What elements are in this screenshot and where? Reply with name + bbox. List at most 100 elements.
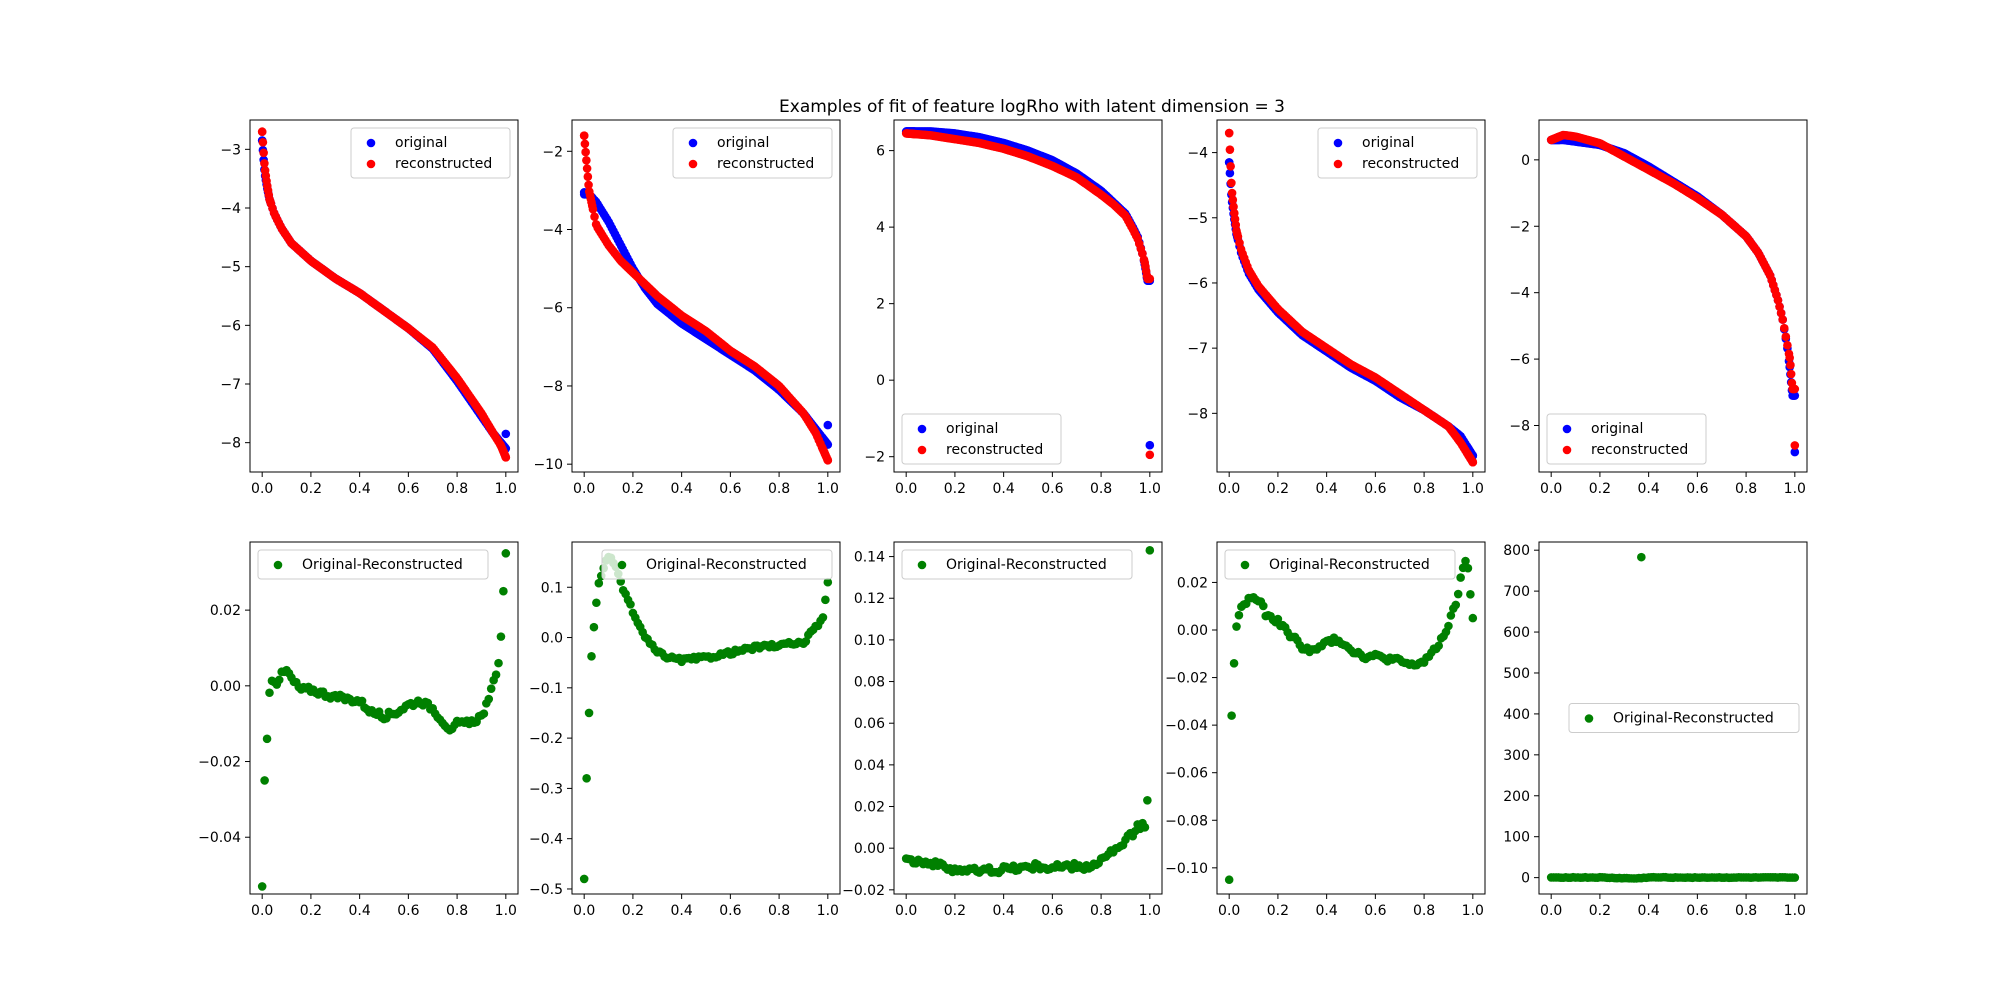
difference-point [265, 688, 274, 698]
reconstructed-point [258, 137, 268, 147]
y-tick-label: −4 [1509, 286, 1530, 302]
axes-frame [249, 541, 519, 895]
plot-area [1546, 130, 1800, 457]
plot-area [901, 546, 1155, 878]
difference-point [1790, 873, 1800, 882]
difference-point [501, 549, 511, 558]
x-tick-label: 0.4 [1638, 481, 1660, 497]
x-tick-label: 0.0 [1540, 903, 1562, 919]
plot-area [1224, 128, 1478, 467]
x-tick-label: 0.0 [1540, 481, 1562, 497]
x-tick-label: 1.0 [495, 481, 517, 497]
legend: original reconstructed [672, 127, 833, 179]
subplot-top-2: 0.0 0.2 0.4 0.6 0.8 1.0 −10 −8 −6 −4 −2 original rec… [533, 119, 841, 497]
y-tick-label: −8 [542, 379, 563, 395]
legend-box [1568, 703, 1800, 733]
x-tick-label: 0.0 [1218, 903, 1240, 919]
difference-point [1637, 552, 1646, 562]
reconstructed-point [257, 127, 267, 137]
reconstructed-point [1778, 315, 1787, 324]
y-tick-label: −6 [542, 301, 563, 317]
difference-point [1232, 622, 1241, 631]
x-tick-label: 0.8 [446, 903, 468, 919]
x-tick-label: 1.0 [1139, 903, 1161, 919]
legend: Original-Reconstructed [601, 549, 833, 580]
legend-marker [917, 445, 927, 455]
x-tick-label: 0.8 [1413, 903, 1435, 919]
reconstructed-point [1779, 323, 1789, 333]
legend: original reconstructed [901, 413, 1062, 465]
axes-frame [893, 541, 1163, 895]
legend-box [257, 549, 489, 580]
original-point [501, 429, 511, 439]
y-tick-label: −2 [1509, 219, 1530, 235]
axes-frame [1216, 119, 1486, 473]
difference-point [579, 874, 589, 884]
legend-marker [366, 138, 376, 148]
reconstructed-point [579, 131, 589, 140]
y-tick-label: 0.10 [854, 633, 885, 649]
legend-label: original [395, 135, 447, 151]
reconstructed-point [1145, 450, 1155, 460]
y-tick-label: 0.04 [854, 758, 885, 774]
subplot-bottom-1: 0.0 0.2 0.4 0.6 0.8 1.0 −0.04 −0.02 0.00 0.02 Orig… [198, 541, 519, 919]
x-tick-label: 1.0 [1139, 481, 1161, 497]
x-tick-label: 0.4 [1316, 903, 1338, 919]
difference-point [274, 675, 284, 685]
x-tick-label: 0.4 [1638, 903, 1660, 919]
y-tick-label: −8 [1509, 419, 1530, 435]
plot-area [901, 127, 1155, 460]
axes-frame [571, 119, 841, 473]
y-tick-label: 0.1 [541, 580, 563, 596]
original-point [1790, 391, 1800, 400]
reconstructed-point [1229, 202, 1238, 211]
reconstructed-point [1786, 360, 1795, 370]
legend-box [601, 549, 833, 580]
y-tick-label: −0.04 [1165, 718, 1208, 734]
x-tick-label: 0.0 [895, 903, 917, 919]
x-tick-label: 0.8 [1735, 903, 1757, 919]
original-point [1790, 447, 1800, 457]
y-tick-label: 700 [1503, 584, 1530, 600]
y-tick-label: −0.10 [1165, 861, 1208, 877]
difference-point [1466, 590, 1475, 599]
y-tick-label: −7 [220, 377, 241, 393]
x-tick-label: 0.2 [622, 481, 644, 497]
difference-point [801, 637, 811, 646]
legend: original reconstructed [1546, 413, 1707, 465]
difference-point [1463, 563, 1473, 573]
y-tick-label: −0.06 [1165, 766, 1208, 782]
plot-area [257, 549, 511, 891]
reconstructed-point [1785, 353, 1795, 363]
y-tick-label: 0.00 [854, 841, 885, 857]
x-tick-label: 1.0 [1462, 903, 1484, 919]
legend-marker [1333, 138, 1343, 148]
y-tick-label: −5 [220, 260, 241, 276]
subplot-top-3: 0.0 0.2 0.4 0.6 0.8 1.0 −2 0 2 4 6 original reconstr… [864, 119, 1163, 497]
x-tick-label: 0.8 [1090, 481, 1112, 497]
difference-point [260, 776, 269, 785]
y-tick-label: 600 [1503, 625, 1530, 641]
y-tick-label: 0 [1521, 153, 1530, 169]
legend-label: Original-Reconstructed [646, 557, 807, 573]
reconstructed-point [582, 155, 591, 165]
reconstructed-point [1224, 128, 1234, 138]
x-tick-label: 0.2 [1267, 481, 1289, 497]
reconstructed-point [584, 180, 593, 190]
legend: Original-Reconstructed [1568, 703, 1800, 733]
plot-area [1546, 552, 1800, 883]
x-tick-label: 0.4 [993, 903, 1015, 919]
reconstructed-point [1227, 188, 1237, 198]
plot-area [257, 127, 511, 462]
x-tick-label: 0.6 [397, 481, 419, 497]
difference-point [496, 632, 506, 641]
y-tick-label: 0.06 [854, 716, 885, 732]
y-tick-label: 0 [876, 373, 885, 389]
y-tick-label: −0.02 [198, 755, 241, 771]
legend: Original-Reconstructed [901, 549, 1133, 580]
y-tick-label: −0.04 [198, 830, 241, 846]
legend-label: reconstructed [1362, 156, 1459, 172]
x-tick-label: 0.4 [349, 481, 371, 497]
reconstructed-point [1776, 308, 1786, 318]
